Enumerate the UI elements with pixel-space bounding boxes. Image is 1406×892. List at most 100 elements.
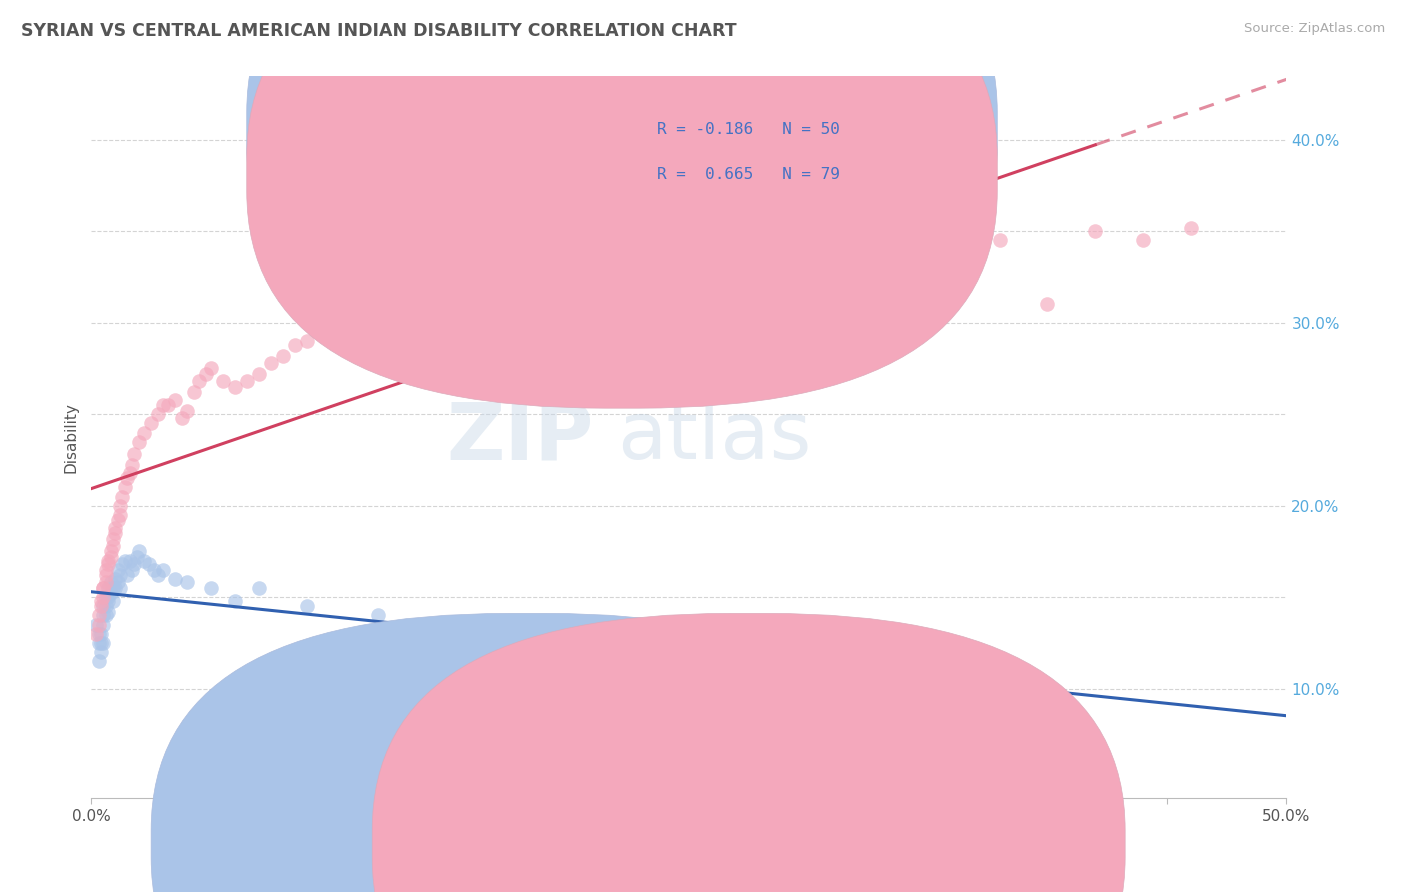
Text: Source: ZipAtlas.com: Source: ZipAtlas.com <box>1244 22 1385 36</box>
FancyBboxPatch shape <box>373 614 1125 892</box>
Point <box>97 581 120 595</box>
Point <box>284 337 307 351</box>
Point <box>101 532 124 546</box>
Point <box>97 590 120 604</box>
Point <box>97 605 120 619</box>
Point <box>749 197 772 211</box>
Point <box>104 521 127 535</box>
Point <box>138 558 160 572</box>
Point <box>111 558 134 572</box>
Point <box>235 374 259 388</box>
Point <box>87 626 110 640</box>
Point <box>93 581 114 595</box>
Point <box>124 558 146 572</box>
Point <box>797 187 820 202</box>
Point <box>94 568 117 582</box>
Point <box>87 654 110 668</box>
FancyBboxPatch shape <box>152 614 904 892</box>
Point <box>307 325 329 339</box>
Point <box>114 480 136 494</box>
Point <box>941 283 963 297</box>
Point <box>87 617 110 632</box>
Point <box>893 307 915 321</box>
Point <box>121 563 143 577</box>
Point <box>821 206 844 220</box>
Point <box>104 526 127 541</box>
Point <box>558 234 581 248</box>
Point <box>94 608 117 623</box>
Point <box>108 508 131 522</box>
Point <box>100 586 122 600</box>
Point <box>107 575 129 590</box>
Point <box>1036 297 1059 311</box>
Point <box>141 417 162 431</box>
Point <box>100 575 122 590</box>
Point <box>1132 234 1154 248</box>
FancyBboxPatch shape <box>247 0 997 363</box>
Point <box>211 374 233 388</box>
Point <box>115 471 138 485</box>
Point <box>107 513 129 527</box>
Text: atlas: atlas <box>617 398 811 476</box>
Point <box>486 260 509 275</box>
Point <box>534 243 557 257</box>
Point <box>224 380 246 394</box>
Point <box>271 349 294 363</box>
Point <box>224 594 246 608</box>
Point <box>111 490 134 504</box>
Text: R =  0.665   N = 79: R = 0.665 N = 79 <box>657 167 839 182</box>
Text: ZIP: ZIP <box>446 398 593 476</box>
Point <box>845 178 868 193</box>
Point <box>152 563 174 577</box>
Point <box>94 575 117 590</box>
Point <box>101 539 124 553</box>
Point <box>295 334 318 348</box>
Point <box>295 599 318 614</box>
Point <box>90 626 112 640</box>
Point <box>183 385 205 400</box>
Point <box>104 572 127 586</box>
Point <box>725 260 748 275</box>
Point <box>148 407 170 421</box>
Point <box>93 599 114 614</box>
Point <box>606 220 628 235</box>
Point <box>195 367 218 381</box>
Point <box>84 617 107 632</box>
Point <box>142 563 165 577</box>
Point <box>654 210 676 224</box>
Point <box>785 352 807 367</box>
Point <box>319 319 342 334</box>
Point <box>439 270 461 285</box>
Point <box>108 568 131 582</box>
Point <box>128 544 150 558</box>
Point <box>93 581 114 595</box>
Point <box>94 590 117 604</box>
Point <box>114 553 136 567</box>
Point <box>176 575 198 590</box>
Point <box>87 636 110 650</box>
Point <box>1084 224 1107 238</box>
Point <box>108 499 131 513</box>
Point <box>93 617 114 632</box>
Point <box>87 608 110 623</box>
Point <box>988 654 1011 668</box>
Point <box>90 645 112 659</box>
Point <box>132 553 155 567</box>
FancyBboxPatch shape <box>247 0 997 409</box>
Point <box>1180 220 1202 235</box>
Point <box>94 563 117 577</box>
Point <box>118 553 141 567</box>
Point <box>101 594 124 608</box>
Point <box>187 374 211 388</box>
Point <box>90 594 112 608</box>
Point <box>152 398 174 412</box>
Point <box>247 581 270 595</box>
Point <box>259 356 281 370</box>
Point <box>510 252 533 266</box>
Point <box>101 581 124 595</box>
Point <box>558 746 581 760</box>
FancyBboxPatch shape <box>582 101 952 220</box>
Point <box>702 202 724 217</box>
Point <box>115 568 138 582</box>
Point <box>100 544 122 558</box>
